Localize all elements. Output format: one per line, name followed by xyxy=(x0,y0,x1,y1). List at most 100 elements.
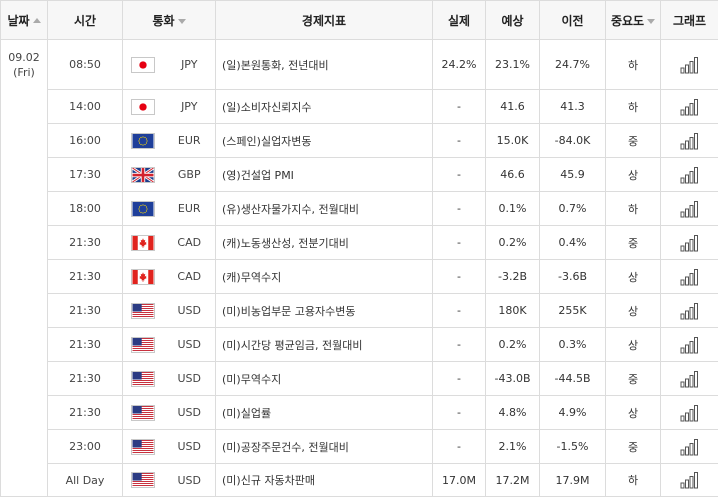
forecast-value: 180K xyxy=(498,304,527,317)
time-value: 21:30 xyxy=(69,338,101,351)
previous-cell: -84.0K xyxy=(539,123,606,158)
flag-cell xyxy=(122,225,164,260)
indicator-cell[interactable]: (미)무역수지 xyxy=(215,361,433,396)
japan-flag-icon xyxy=(131,56,156,73)
graph-button[interactable] xyxy=(680,370,700,388)
currency-code: EUR xyxy=(177,134,201,147)
indicator-name: (미)비농업부문 고용자수변동 xyxy=(222,304,356,318)
date-cell xyxy=(0,89,48,124)
time-cell: 17:30 xyxy=(47,157,123,192)
forecast-value: 17.2M xyxy=(495,473,530,487)
actual-value: - xyxy=(457,440,461,453)
previous-value: 17.9M xyxy=(555,473,590,487)
flag-cell xyxy=(122,157,164,192)
graph-button[interactable] xyxy=(680,302,700,320)
indicator-cell[interactable]: (캐)무역수지 xyxy=(215,259,433,294)
indicator-cell[interactable]: (스페인)실업자변동 xyxy=(215,123,433,158)
actual-cell: - xyxy=(432,395,486,430)
indicator-cell[interactable]: (일)소비자신뢰지수 xyxy=(215,89,433,124)
forecast-cell: 2.1% xyxy=(485,429,540,464)
importance-cell: 중 xyxy=(605,123,661,158)
graph-button[interactable] xyxy=(680,234,700,252)
graph-cell xyxy=(660,361,718,396)
previous-value: 255K xyxy=(558,304,587,317)
previous-cell: 41.3 xyxy=(539,89,606,124)
bar-chart-icon xyxy=(680,370,698,387)
forecast-cell: -3.2B xyxy=(485,259,540,294)
indicator-name: (일)소비자신뢰지수 xyxy=(222,100,312,114)
previous-cell: 0.3% xyxy=(539,327,606,362)
weekday-value: (Fri) xyxy=(13,65,35,79)
importance-value: 상 xyxy=(627,406,639,420)
header-date[interactable]: 날짜 xyxy=(0,0,48,40)
indicator-cell[interactable]: (영)건설업 PMI xyxy=(215,157,433,192)
flag-cell xyxy=(122,463,164,497)
graph-cell xyxy=(660,327,718,362)
graph-button[interactable] xyxy=(680,471,700,489)
previous-value: -84.0K xyxy=(554,134,591,147)
previous-value: -44.5B xyxy=(554,372,591,385)
time-value: 21:30 xyxy=(69,270,101,283)
previous-value: 45.9 xyxy=(560,168,585,181)
graph-button[interactable] xyxy=(680,56,700,74)
bar-chart-icon xyxy=(680,200,698,217)
indicator-name: (미)실업률 xyxy=(222,406,272,420)
indicator-cell[interactable]: (미)비농업부문 고용자수변동 xyxy=(215,293,433,328)
indicator-cell[interactable]: (미)공장주문건수, 전월대비 xyxy=(215,429,433,464)
forecast-value: 0.1% xyxy=(498,202,527,215)
bar-chart-icon xyxy=(680,472,698,489)
indicator-cell[interactable]: (미)시간당 평균임금, 전월대비 xyxy=(215,327,433,362)
currency-code: JPY xyxy=(181,58,198,71)
table-row: 21:30 CAD (캐)노동생산성, 전분기대비 - 0.2% 0.4% 중 xyxy=(0,225,718,260)
currency-cell: USD xyxy=(163,463,216,497)
indicator-cell[interactable]: (일)본원통화, 전년대비 xyxy=(215,39,433,90)
graph-button[interactable] xyxy=(680,336,700,354)
flag-cell xyxy=(122,293,164,328)
forecast-value: 23.1% xyxy=(495,58,530,71)
usa-flag-icon xyxy=(131,336,156,353)
importance-cell: 상 xyxy=(605,157,661,192)
importance-cell: 하 xyxy=(605,191,661,226)
importance-value: 중 xyxy=(627,236,639,250)
graph-button[interactable] xyxy=(680,268,700,286)
time-value: 08:50 xyxy=(69,58,101,71)
time-value: 21:30 xyxy=(69,236,101,249)
actual-value: - xyxy=(457,304,461,317)
importance-cell: 중 xyxy=(605,225,661,260)
flag-cell xyxy=(122,361,164,396)
forecast-value: 46.6 xyxy=(500,168,525,181)
forecast-cell: 46.6 xyxy=(485,157,540,192)
flag-cell xyxy=(122,39,164,90)
actual-cell: - xyxy=(432,123,486,158)
actual-value: 24.2% xyxy=(441,58,477,71)
importance-cell: 하 xyxy=(605,89,661,124)
bar-chart-icon xyxy=(680,404,698,421)
time-cell: 14:00 xyxy=(47,89,123,124)
currency-cell: USD xyxy=(163,327,216,362)
graph-cell xyxy=(660,463,718,497)
graph-cell xyxy=(660,395,718,430)
actual-cell: - xyxy=(432,157,486,192)
indicator-cell[interactable]: (미)실업률 xyxy=(215,395,433,430)
indicator-cell[interactable]: (캐)노동생산성, 전분기대비 xyxy=(215,225,433,260)
currency-code: USD xyxy=(177,440,201,453)
time-value: 21:30 xyxy=(69,372,101,385)
currency-cell: JPY xyxy=(163,39,216,90)
indicator-name: (일)본원통화, 전년대비 xyxy=(222,58,329,72)
graph-cell xyxy=(660,123,718,158)
graph-button[interactable] xyxy=(680,132,700,150)
table-row: 21:30 USD (미)무역수지 - -43.0B -44.5B 중 xyxy=(0,361,718,396)
header-currency[interactable]: 통화 xyxy=(122,0,216,40)
indicator-cell[interactable]: (미)신규 자동차판매 xyxy=(215,463,433,497)
graph-button[interactable] xyxy=(680,438,700,456)
previous-cell: -1.5% xyxy=(539,429,606,464)
time-value: 21:30 xyxy=(69,406,101,419)
header-importance[interactable]: 중요도 xyxy=(605,0,661,40)
graph-button[interactable] xyxy=(680,98,700,116)
previous-cell: 17.9M xyxy=(539,463,606,497)
graph-button[interactable] xyxy=(680,200,700,218)
graph-button[interactable] xyxy=(680,166,700,184)
currency-code: USD xyxy=(177,304,201,317)
indicator-cell[interactable]: (유)생산자물가지수, 전월대비 xyxy=(215,191,433,226)
graph-button[interactable] xyxy=(680,404,700,422)
